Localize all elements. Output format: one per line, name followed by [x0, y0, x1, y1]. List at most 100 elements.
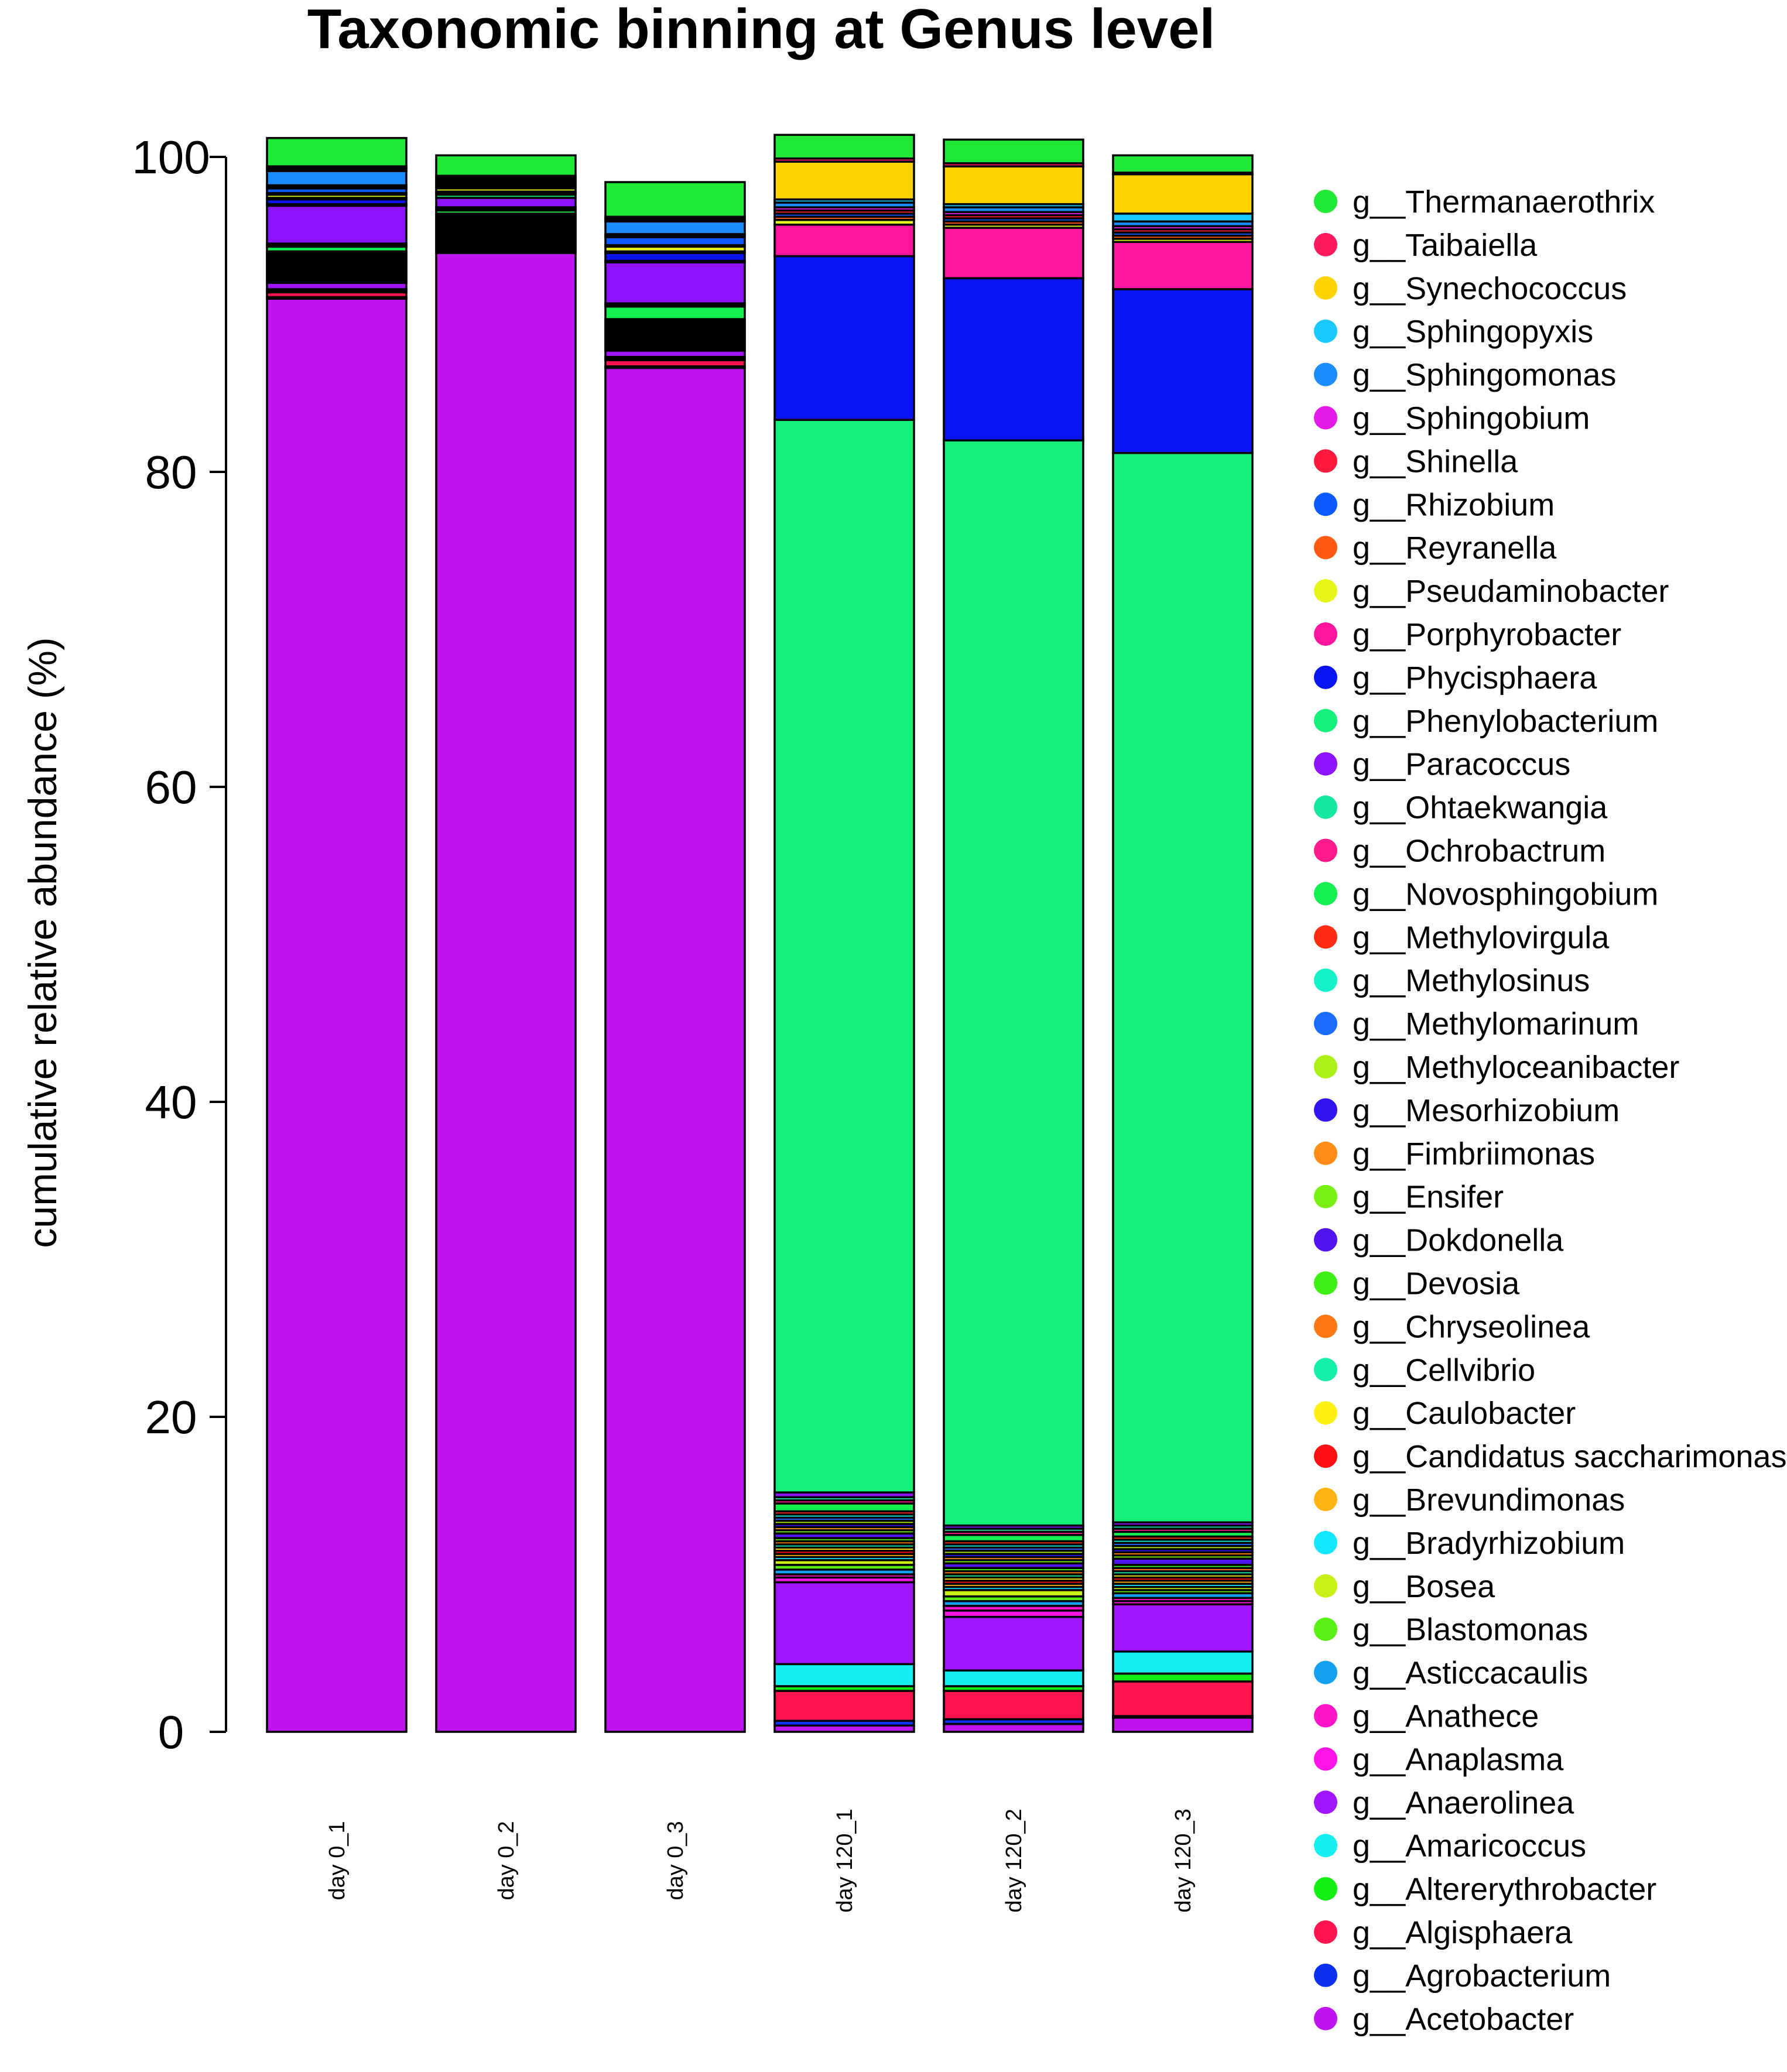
- legend-item: g__Dokdonella: [1314, 1223, 1564, 1258]
- legend-label: g__Phycisphaera: [1353, 660, 1597, 696]
- legend-label: g__Algisphaera: [1353, 1915, 1573, 1950]
- y-axis: 0 20 40 60 80 100: [132, 131, 227, 1758]
- legend-label: g__Paracoccus: [1353, 747, 1570, 782]
- bar-segment: [604, 261, 746, 304]
- y-tick-label: 100: [132, 131, 210, 183]
- legend-label: g__Porphyrobacter: [1353, 617, 1621, 652]
- legend-swatch: [1314, 882, 1337, 906]
- legend-swatch: [1314, 752, 1337, 776]
- legend-swatch: [1314, 1098, 1337, 1122]
- legend: g__Thermanaerothrix g__Taibaiella g__Synec…: [1314, 184, 1786, 2037]
- bar-segment: [773, 255, 915, 421]
- legend-item: g__Methylovirgula: [1314, 920, 1610, 955]
- legend-label: g__Sphingopyxis: [1353, 314, 1593, 350]
- bar-segment: [773, 1663, 915, 1687]
- legend-swatch: [1314, 406, 1337, 430]
- legend-label: g__Ochrobactrum: [1353, 834, 1605, 869]
- bar-stack: [604, 181, 746, 1733]
- bar-segment: [773, 133, 915, 160]
- bar-segment: [604, 367, 746, 1733]
- bar-segment: [1112, 241, 1254, 290]
- bar-segment: [266, 297, 408, 1733]
- legend-swatch: [1314, 1790, 1337, 1814]
- legend-item: g__Anathece: [1314, 1699, 1539, 1734]
- legend-swatch: [1314, 708, 1337, 732]
- legend-item: g__Altererythrobacter: [1314, 1872, 1656, 1907]
- x-tick-label: day 0_3: [663, 1821, 688, 1900]
- bar-stack: [266, 136, 408, 1733]
- legend-swatch: [1314, 190, 1337, 213]
- legend-label: g__Dokdonella: [1353, 1223, 1564, 1258]
- bar-segment: [1112, 1680, 1254, 1717]
- x-tick-label: day 0_1: [325, 1821, 350, 1900]
- legend-item: g__Algisphaera: [1314, 1915, 1573, 1950]
- legend-item: g__Fimbriimonas: [1314, 1136, 1595, 1172]
- bar-segment: [266, 170, 408, 187]
- legend-swatch: [1314, 1747, 1337, 1771]
- bar-stack: [435, 154, 577, 1733]
- legend-item: g__Sphingopyxis: [1314, 314, 1593, 350]
- bar-segment: [773, 419, 915, 1494]
- legend-swatch: [1314, 1530, 1337, 1554]
- legend-swatch: [1314, 1401, 1337, 1425]
- legend-label: g__Methylosinus: [1353, 963, 1590, 998]
- legend-item: g__Amaricoccus: [1314, 1828, 1586, 1864]
- bar-segment: [773, 1581, 915, 1666]
- legend-item: g__Candidatus saccharimonas: [1314, 1439, 1786, 1474]
- legend-item: g__Synechococcus: [1314, 271, 1627, 306]
- legend-label: g__Methyloceanibacter: [1353, 1050, 1679, 1085]
- legend-swatch: [1314, 276, 1337, 300]
- legend-swatch: [1314, 1617, 1337, 1641]
- legend-item: g__Thermanaerothrix: [1314, 184, 1655, 220]
- y-tick-label: 60: [145, 761, 197, 813]
- bar-segment: [943, 1615, 1084, 1672]
- bar-segment: [1112, 288, 1254, 454]
- legend-item: g__Acetobacter: [1314, 2002, 1574, 2037]
- x-tick-label: day 120_1: [833, 1809, 857, 1913]
- bar-segment: [435, 252, 577, 1733]
- bar-segment: [943, 138, 1084, 165]
- legend-swatch: [1314, 536, 1337, 560]
- bar-segment: [604, 181, 746, 218]
- legend-item: g__Paracoccus: [1314, 747, 1570, 782]
- legend-item: g__Anaerolinea: [1314, 1785, 1574, 1820]
- legend-swatch: [1314, 1660, 1337, 1684]
- bar-segment: [943, 1690, 1084, 1721]
- legend-swatch: [1314, 1963, 1337, 1987]
- bar-segment: [604, 220, 746, 235]
- legend-swatch: [1314, 1704, 1337, 1728]
- legend-swatch: [1314, 579, 1337, 603]
- legend-label: g__Candidatus saccharimonas: [1353, 1439, 1786, 1474]
- bar-segment: [604, 252, 746, 262]
- legend-label: g__Cellvibrio: [1353, 1352, 1535, 1388]
- bar-segment: [1112, 1650, 1254, 1675]
- legend-label: g__Shinella: [1353, 444, 1518, 479]
- legend-item: g__Asticcacaulis: [1314, 1656, 1588, 1691]
- legend-item: g__Chryseolinea: [1314, 1309, 1590, 1344]
- legend-swatch: [1314, 362, 1337, 386]
- legend-item: g__Rhizobium: [1314, 487, 1555, 522]
- bar-segment: [773, 160, 915, 201]
- bar-segment: [773, 1690, 915, 1722]
- bar-segment: [435, 197, 577, 208]
- x-axis: day 0_1 day 0_2 day 0_3 day 120_1 day 120_2 d…: [325, 1809, 1196, 1913]
- legend-item: g__Reyranella: [1314, 530, 1557, 566]
- bar-stack: [773, 133, 915, 1733]
- legend-item: g__Ensifer: [1314, 1180, 1504, 1215]
- bar-segment: [773, 1502, 915, 1513]
- legend-swatch: [1314, 492, 1337, 516]
- legend-swatch: [1314, 1574, 1337, 1598]
- legend-item: g__Phycisphaera: [1314, 660, 1597, 696]
- legend-swatch: [1314, 1920, 1337, 1944]
- y-tick-label: 20: [145, 1391, 197, 1443]
- legend-item: g__Mesorhizobium: [1314, 1093, 1620, 1128]
- legend-item: g__Devosia: [1314, 1266, 1520, 1302]
- bar-segment: [1112, 451, 1254, 1523]
- legend-label: g__Thermanaerothrix: [1353, 184, 1655, 220]
- legend-item: g__Anaplasma: [1314, 1742, 1564, 1777]
- y-tick-label: 80: [145, 446, 197, 498]
- legend-swatch: [1314, 1271, 1337, 1295]
- legend-label: g__Anathece: [1353, 1699, 1539, 1734]
- legend-item: g__Bradyrhizobium: [1314, 1526, 1625, 1561]
- legend-swatch: [1314, 1141, 1337, 1165]
